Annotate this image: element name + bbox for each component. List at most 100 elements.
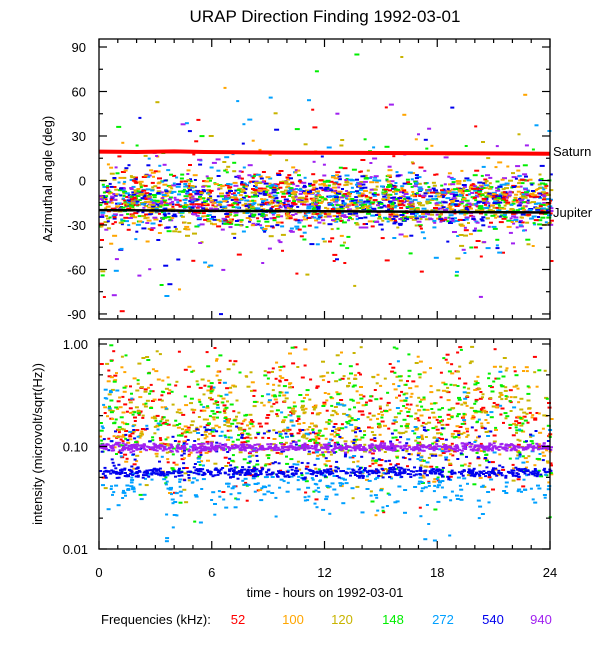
intensity-data-point-100 <box>335 413 339 416</box>
azimuth-data-point <box>143 201 147 204</box>
azimuth-data-point <box>366 209 372 212</box>
intensity-data-point-52 <box>128 398 132 401</box>
azimuth-data-point <box>515 201 520 204</box>
azimuth-data-point <box>234 214 239 217</box>
intensity-data-point-100 <box>323 463 327 466</box>
intensity-data-point-272 <box>162 478 167 481</box>
intensity-data-point-272 <box>492 451 497 454</box>
azimuth-data-point <box>460 209 466 212</box>
azimuth-data-point <box>481 165 486 168</box>
intensity-data-point-148 <box>473 402 477 405</box>
intensity-data-point-120 <box>312 408 316 411</box>
intensity-data-point-120 <box>329 420 333 423</box>
azimuth-data-point <box>276 214 281 217</box>
azimuth-data-point <box>463 234 468 237</box>
intensity-data-point-120 <box>363 443 367 446</box>
intensity-data-point-148 <box>416 442 420 445</box>
azimuth-data-point <box>147 213 152 216</box>
intensity-data-point-148 <box>351 385 355 388</box>
intensity-data-point-120 <box>319 435 323 437</box>
azimuth-data-point <box>333 195 339 197</box>
intensity-data-point-272 <box>164 540 169 543</box>
intensity-data-point-100 <box>368 449 372 452</box>
intensity-data-point-120 <box>277 384 281 387</box>
intensity-data-point-540 <box>132 429 136 431</box>
intensity-data-point-540 <box>405 442 409 445</box>
azimuth-data-point <box>203 203 208 205</box>
azimuth-data-point <box>368 198 372 201</box>
azimuth-data-point <box>472 174 478 177</box>
azimuth-data-point <box>316 207 321 210</box>
azimuth-data-point <box>350 186 354 189</box>
intensity-data-point-540 <box>182 452 186 455</box>
intensity-data-point-272 <box>420 490 424 493</box>
azimuth-data-point <box>240 177 244 180</box>
intensity-data-point-120 <box>519 408 524 411</box>
azimuth-data-point <box>170 216 175 219</box>
intensity-data-point-100 <box>156 378 161 381</box>
azimuth-data-point <box>228 190 233 192</box>
intensity-data-point-100 <box>421 474 425 477</box>
intensity-data-point-100 <box>128 438 133 441</box>
azimuth-data-point <box>312 160 316 163</box>
intensity-data-point-120 <box>542 414 547 417</box>
intensity-data-point-52 <box>282 365 286 368</box>
intensity-data-point-272 <box>165 480 169 483</box>
azimuth-data-point <box>543 183 548 186</box>
azimuth-data-point <box>203 200 208 203</box>
intensity-data-point-120 <box>238 428 242 431</box>
intensity-data-point-52 <box>337 429 341 432</box>
intensity-data-point-52 <box>298 430 302 432</box>
intensity-data-point-148 <box>351 471 355 474</box>
intensity-data-point-120 <box>313 424 318 427</box>
azimuth-data-point <box>305 195 309 198</box>
intensity-data-point-120 <box>457 432 462 435</box>
azimuth-data-point <box>260 212 265 215</box>
azimuth-data-point <box>213 205 218 208</box>
intensity-data-point-272 <box>361 469 365 472</box>
intensity-data-point-52 <box>533 418 538 421</box>
intensity-data-point-148 <box>508 400 512 403</box>
intensity-data-point-272 <box>486 491 491 493</box>
azimuth-data-point <box>124 192 130 195</box>
intensity-data-point-148 <box>321 434 325 437</box>
intensity-data-point-100 <box>408 387 413 390</box>
azimuth-data-point <box>495 206 501 209</box>
azimuth-data-point <box>159 205 163 208</box>
azimuth-data-point <box>271 199 276 202</box>
azimuth-data-point <box>475 240 481 242</box>
azimuth-data-point <box>110 198 113 201</box>
intensity-data-point-120 <box>288 386 293 389</box>
azimuth-data-point <box>268 195 273 198</box>
intensity-data-point-52 <box>439 371 443 374</box>
azimuth-data-point <box>361 201 366 204</box>
intensity-data-point-52 <box>355 363 359 366</box>
intensity-data-point-272 <box>538 453 542 455</box>
azimuth-data-point <box>123 176 127 179</box>
intensity-data-point-120 <box>384 468 388 470</box>
azimuth-data-point <box>328 196 331 198</box>
intensity-data-point-120 <box>305 437 309 440</box>
intensity-data-point-120 <box>200 378 205 381</box>
intensity-data-point-272 <box>213 513 217 516</box>
intensity-data-point-100 <box>325 399 329 402</box>
intensity-data-point-148 <box>433 402 437 405</box>
intensity-data-point-148 <box>431 442 435 445</box>
azimuth-data-point <box>357 185 362 188</box>
azimuth-data-point <box>302 190 306 193</box>
intensity-data-point-148 <box>235 438 240 441</box>
intensity-data-point-100 <box>470 417 475 420</box>
azimuth-data-point <box>504 187 509 190</box>
azimuth-data-point <box>542 188 546 191</box>
azimuth-data-point <box>307 224 312 227</box>
azimuth-data-point <box>177 230 182 233</box>
azimuth-data-point <box>226 183 231 185</box>
intensity-data-point-100 <box>297 422 302 425</box>
azimuth-data-point <box>144 192 150 195</box>
intensity-data-point-540 <box>450 473 454 475</box>
azimuth-data-point <box>398 233 404 236</box>
azimuth-data-point <box>251 203 256 206</box>
intensity-data-point-120 <box>371 459 374 462</box>
azimuth-data-point <box>393 185 397 188</box>
azimuth-data-point <box>374 181 379 184</box>
